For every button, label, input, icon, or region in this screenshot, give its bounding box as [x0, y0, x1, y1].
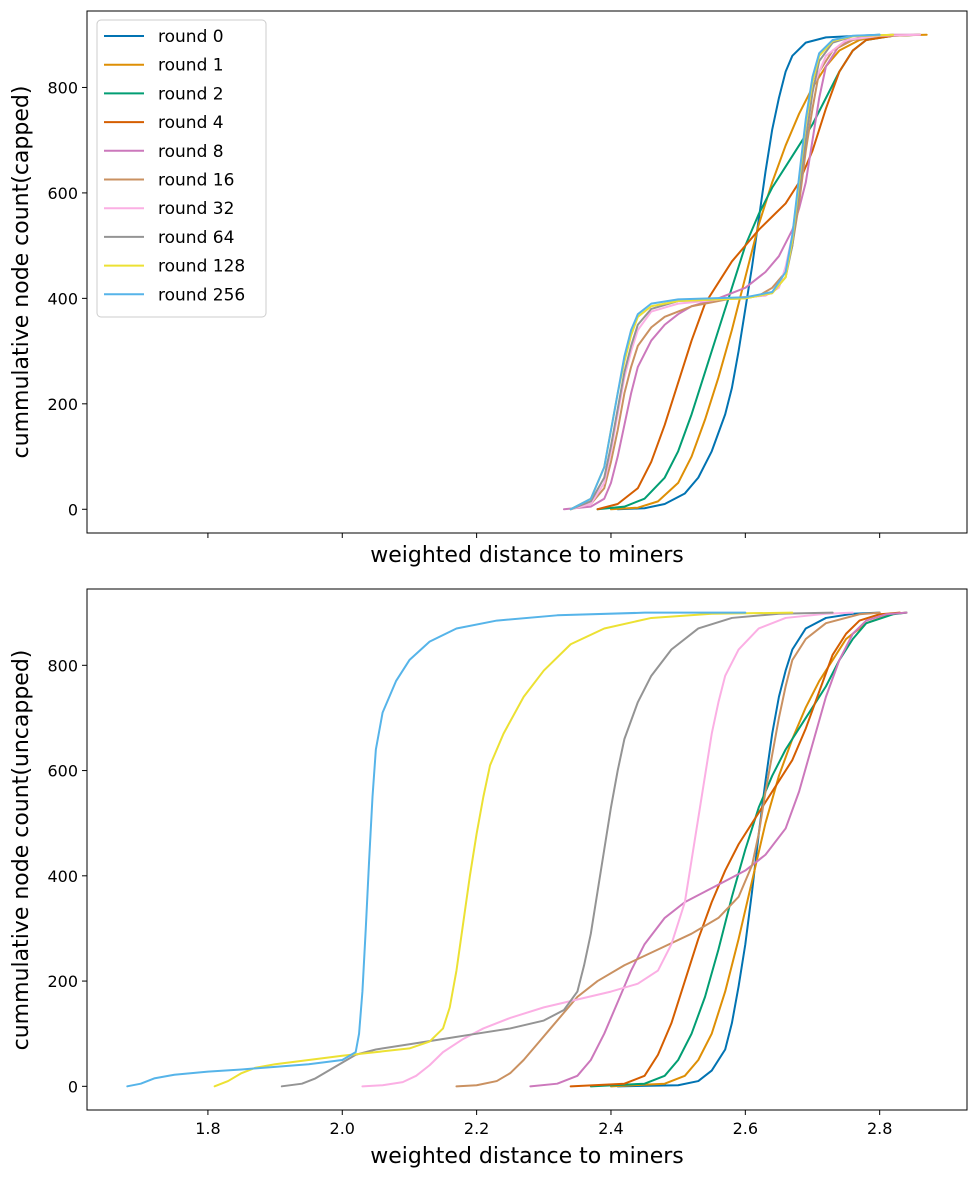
- bottom-x-axis: 1.8 2.0 2.2 2.4 2.6 2.8: [195, 1110, 892, 1138]
- bottom-y-tick-label: 0: [68, 1077, 78, 1096]
- bottom-x-tick-label: 2.2: [464, 1119, 489, 1138]
- legend: round 0 round 1 round 2 round 4 round 8 round…: [96, 19, 267, 318]
- top-series-group: [562, 33, 928, 511]
- top-y-tick-label: 600: [47, 184, 78, 203]
- legend-label: round 8: [158, 142, 224, 162]
- top-series-round-4: [596, 33, 921, 511]
- bottom-x-tick-label: 2.4: [598, 1119, 623, 1138]
- bottom-y-tick-label: 600: [47, 762, 78, 781]
- bottom-series-round-128: [213, 611, 794, 1088]
- bottom-series-round-1: [609, 611, 908, 1088]
- bottom-x-tick-label: 2.0: [330, 1119, 355, 1138]
- bottom-chart: 0 200 400 600 800 1.8 2.0 2.2 2.4 2.6 2.8 weighte…: [9, 588, 968, 1169]
- top-y-tick-label: 0: [68, 500, 78, 519]
- bottom-y-axis-label: cummulative node count(uncapped): [9, 650, 34, 1051]
- bottom-y-tick-label: 800: [47, 656, 78, 675]
- legend-label: round 1: [158, 56, 224, 76]
- bottom-series-round-256: [126, 611, 747, 1088]
- bottom-series-round-64: [280, 611, 834, 1088]
- top-y-tick-label: 200: [47, 395, 78, 414]
- legend-label: round 128: [158, 257, 245, 277]
- top-series-round-8: [562, 33, 921, 511]
- bottom-y-tick-label: 200: [47, 972, 78, 991]
- bottom-series-round-16: [455, 611, 881, 1088]
- top-series-round-256: [569, 33, 881, 511]
- bottom-x-tick-label: 1.8: [195, 1119, 220, 1138]
- bottom-plot-frame: [86, 588, 968, 1111]
- top-x-axis: [207, 533, 881, 538]
- legend-label: round 4: [158, 113, 224, 133]
- legend-label: round 2: [158, 84, 224, 104]
- top-plot-frame: [86, 10, 968, 534]
- top-y-axis-label: cummulative node count(capped): [9, 86, 34, 459]
- bottom-series-group: [126, 611, 908, 1088]
- top-y-axis: 0 200 400 600 800: [47, 78, 87, 519]
- top-chart: 0 200 400 600 800 weighted distance to miner…: [9, 10, 968, 568]
- bottom-x-tick-label: 2.8: [867, 1119, 892, 1138]
- legend-label: round 32: [158, 199, 234, 219]
- bottom-series-round-8: [529, 611, 908, 1088]
- bottom-x-tick-label: 2.6: [733, 1119, 758, 1138]
- bottom-y-tick-label: 400: [47, 867, 78, 886]
- legend-label: round 16: [158, 171, 234, 191]
- legend-label: round 256: [158, 285, 245, 305]
- top-x-axis-label: weighted distance to miners: [370, 543, 684, 568]
- bottom-series-round-4: [569, 611, 901, 1088]
- bottom-y-axis: 0 200 400 600 800: [47, 656, 87, 1096]
- top-y-tick-label: 800: [47, 78, 78, 97]
- top-series-round-1: [609, 33, 928, 511]
- legend-label: round 0: [158, 27, 224, 47]
- legend-label: round 64: [158, 228, 234, 248]
- top-y-tick-label: 400: [47, 289, 78, 308]
- bottom-series-round-32: [361, 611, 854, 1088]
- top-series-round-0: [616, 33, 881, 511]
- bottom-x-axis-label: weighted distance to miners: [370, 1144, 684, 1169]
